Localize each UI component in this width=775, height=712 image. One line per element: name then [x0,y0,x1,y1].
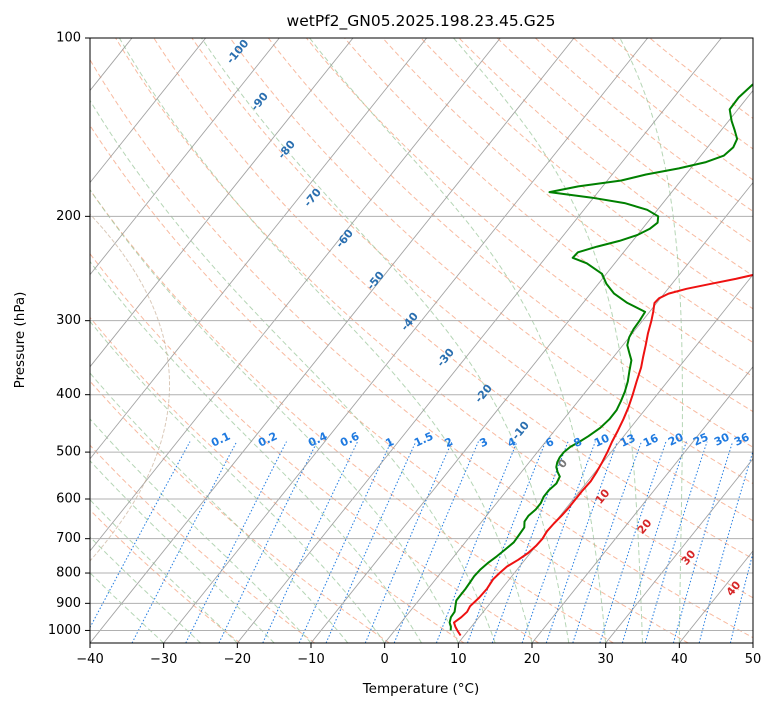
y-tick-label: 1000 [48,623,81,638]
y-axis-label: Pressure (hPa) [12,292,28,389]
x-tick-label: 30 [597,652,614,667]
y-tick-label: 700 [56,531,81,546]
x-tick-label: 20 [524,652,541,667]
x-tick-label: −30 [150,652,177,667]
y-tick-label: 200 [56,209,81,224]
y-tick-label: 400 [56,387,81,402]
x-tick-label: −10 [297,652,324,667]
x-axis-label: Temperature (°C) [362,681,480,697]
x-tick-label: 50 [745,652,762,667]
y-tick-label: 500 [56,445,81,460]
x-tick-label: 10 [450,652,467,667]
chart-title: wetPf2_GN05.2025.198.23.45.G25 [287,12,556,31]
y-tick-label: 300 [56,313,81,328]
x-tick-label: 40 [671,652,688,667]
y-tick-label: 100 [56,31,81,46]
y-tick-label: 800 [56,566,81,581]
x-tick-label: 0 [381,652,389,667]
y-tick-label: 900 [56,596,81,611]
x-tick-label: −20 [224,652,251,667]
x-tick-label: −40 [76,652,103,667]
y-tick-label: 600 [56,492,81,507]
